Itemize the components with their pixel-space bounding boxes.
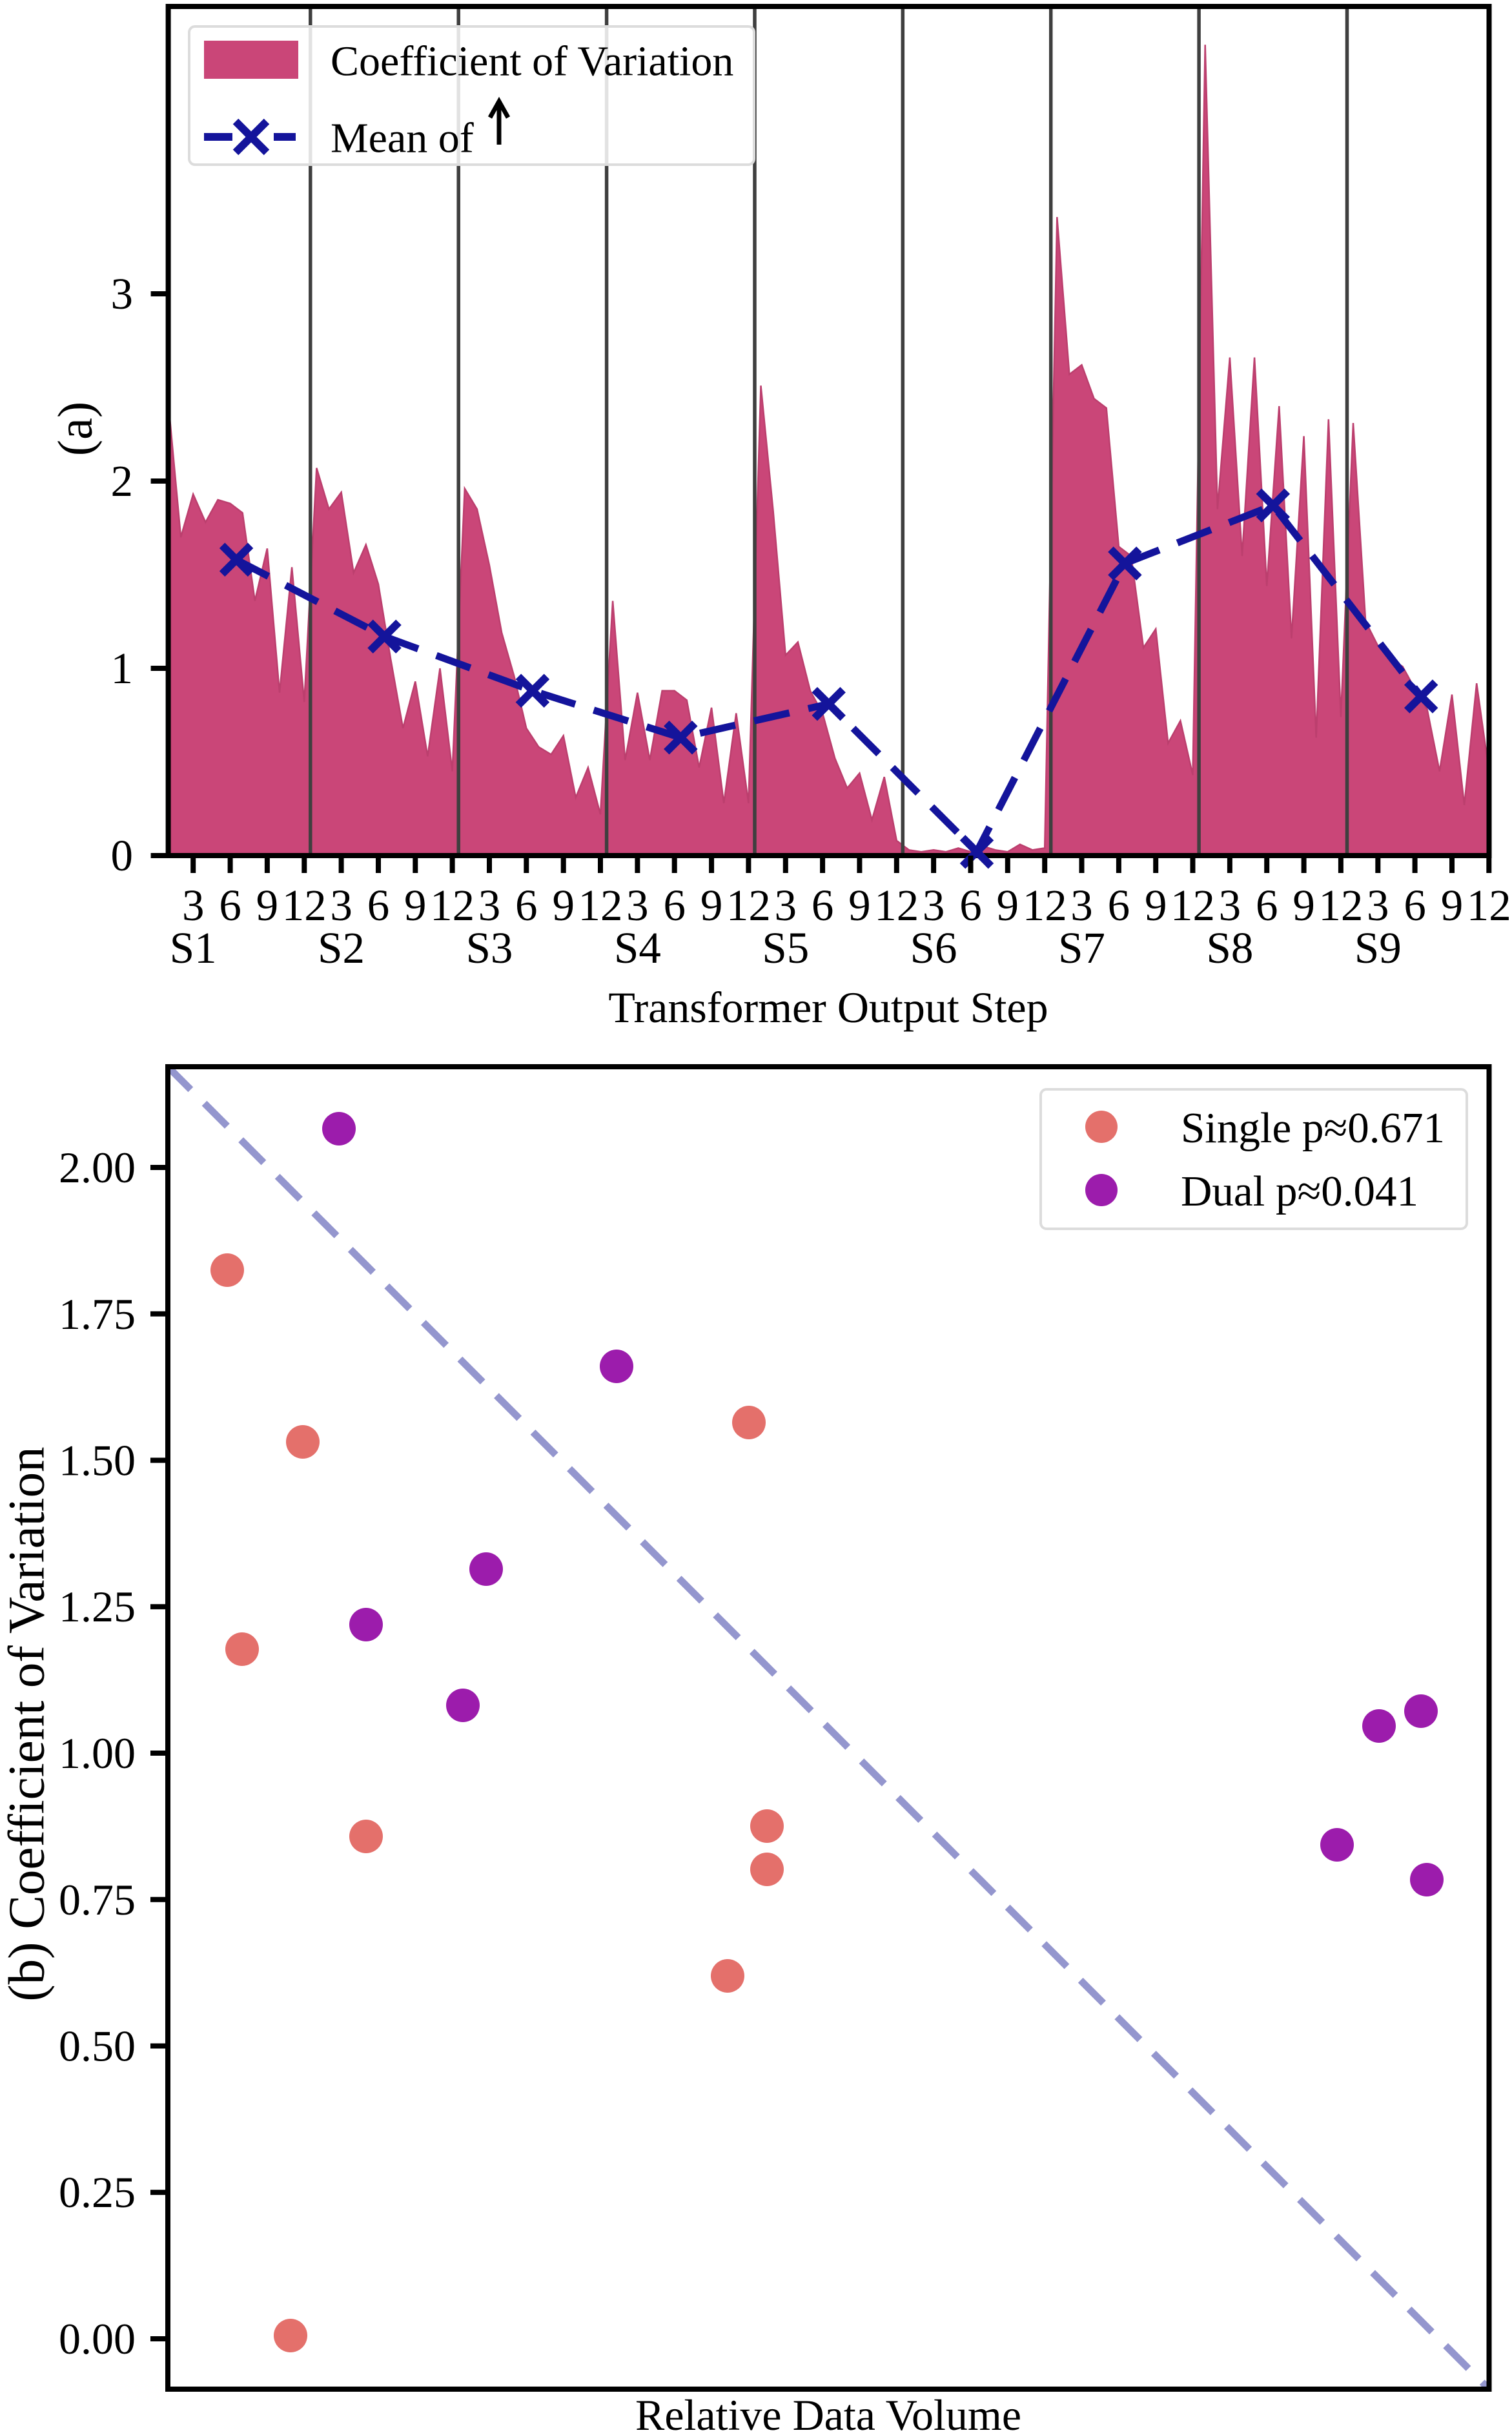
svg-text:6: 6	[515, 881, 538, 930]
svg-text:9: 9	[1441, 881, 1464, 930]
svg-text:Transformer Output Step: Transformer Output Step	[608, 983, 1048, 1032]
svg-text:1.75: 1.75	[59, 1289, 136, 1339]
svg-text:S4: S4	[614, 923, 661, 972]
svg-text:S9: S9	[1354, 923, 1402, 972]
svg-text:9: 9	[997, 881, 1019, 930]
svg-text:3: 3	[330, 881, 352, 930]
svg-text:(b) Coefficient of Variation: (b) Coefficient of Variation	[0, 1446, 56, 2001]
svg-text:6: 6	[663, 881, 686, 930]
svg-text:3: 3	[923, 881, 945, 930]
svg-text:(a): (a)	[48, 402, 103, 456]
svg-text:Single p≈0.671: Single p≈0.671	[1181, 1104, 1445, 1152]
svg-text:12: 12	[1170, 881, 1215, 930]
svg-text:Dual p≈0.041: Dual p≈0.041	[1181, 1167, 1418, 1215]
svg-text:2: 2	[111, 457, 134, 506]
svg-text:1.00: 1.00	[59, 1729, 136, 1778]
svg-text:3: 3	[1219, 881, 1241, 930]
svg-text:9: 9	[256, 881, 279, 930]
svg-text:3: 3	[478, 881, 501, 930]
svg-text:12: 12	[1318, 881, 1363, 930]
svg-text:9: 9	[552, 881, 575, 930]
svg-text:1.50: 1.50	[59, 1436, 136, 1485]
svg-text:9: 9	[848, 881, 871, 930]
svg-text:Coefficient of Variation: Coefficient of Variation	[331, 38, 733, 85]
svg-text:3: 3	[775, 881, 797, 930]
svg-text:9: 9	[1145, 881, 1167, 930]
svg-text:S5: S5	[762, 923, 809, 972]
svg-text:6: 6	[219, 881, 241, 930]
svg-text:0: 0	[111, 831, 134, 880]
svg-text:12: 12	[578, 881, 623, 930]
svg-text:2.00: 2.00	[59, 1143, 136, 1192]
svg-text:6: 6	[959, 881, 982, 930]
svg-text:Relative Data Volume: Relative Data Volume	[635, 2390, 1021, 2435]
svg-text:12: 12	[430, 881, 475, 930]
svg-text:3: 3	[1070, 881, 1093, 930]
svg-text:3: 3	[182, 881, 205, 930]
svg-text:12: 12	[874, 881, 919, 930]
svg-text:1: 1	[111, 644, 134, 693]
svg-text:12: 12	[1023, 881, 1067, 930]
svg-text:3: 3	[1367, 881, 1389, 930]
svg-text:6: 6	[1256, 881, 1278, 930]
svg-text:1.25: 1.25	[59, 1582, 136, 1631]
svg-text:6: 6	[1108, 881, 1130, 930]
svg-text:S8: S8	[1206, 923, 1253, 972]
svg-text:0.25: 0.25	[59, 2168, 136, 2217]
svg-text:6: 6	[812, 881, 834, 930]
svg-text:3: 3	[111, 269, 134, 318]
svg-text:12: 12	[282, 881, 327, 930]
svg-text:S3: S3	[466, 923, 513, 972]
svg-text:9: 9	[1292, 881, 1315, 930]
svg-text:12: 12	[1467, 881, 1511, 930]
svg-text:0.50: 0.50	[59, 2022, 136, 2071]
svg-text:S1: S1	[170, 923, 217, 972]
svg-text:9: 9	[700, 881, 723, 930]
svg-text:0.00: 0.00	[59, 2314, 136, 2363]
svg-text:6: 6	[367, 881, 390, 930]
svg-text:S2: S2	[318, 923, 365, 972]
svg-text:6: 6	[1404, 881, 1426, 930]
svg-text:12: 12	[726, 881, 771, 930]
svg-text:Mean of: Mean of	[331, 115, 474, 162]
svg-text:9: 9	[404, 881, 427, 930]
svg-text:3: 3	[626, 881, 649, 930]
svg-text:S6: S6	[910, 923, 957, 972]
svg-text:0.75: 0.75	[59, 1875, 136, 1924]
svg-text:S7: S7	[1058, 923, 1105, 972]
